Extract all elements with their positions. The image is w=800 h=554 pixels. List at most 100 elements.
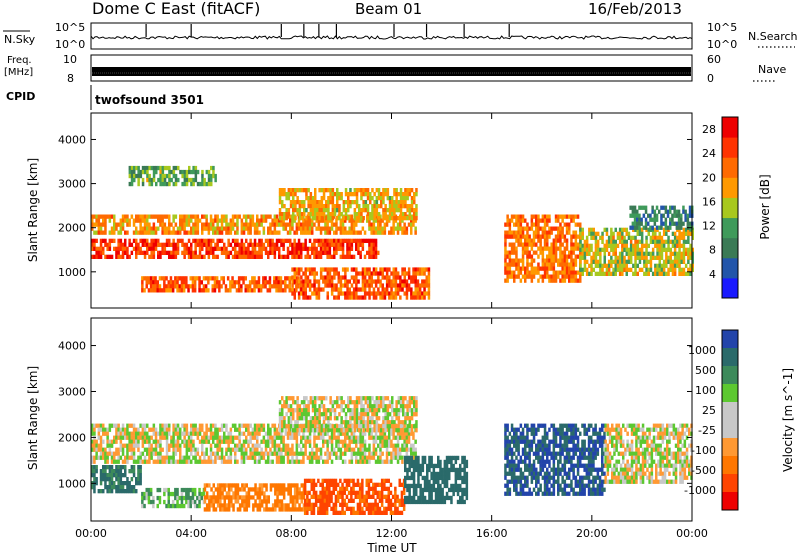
echo-cell (185, 177, 189, 183)
echo-cell (599, 255, 602, 260)
echo-cell (163, 230, 167, 235)
echo-cell (541, 254, 545, 259)
echo-cell (95, 455, 98, 460)
echo-cell (223, 218, 226, 223)
echo-cell (317, 291, 321, 296)
echo-cell (340, 400, 343, 405)
echo-cell (377, 192, 381, 197)
echo-cell (341, 451, 345, 456)
echo-cell (662, 259, 666, 264)
n-search-label: N.Search (748, 30, 798, 43)
echo-cell (350, 218, 354, 223)
echo-cell (174, 280, 177, 285)
echo-cell (368, 238, 371, 243)
echo-cell (532, 250, 536, 255)
echo-cell (317, 222, 321, 227)
echo-cell (305, 192, 308, 197)
echo-cell (390, 455, 393, 460)
echo-cell (214, 443, 217, 448)
echo-cell (361, 287, 365, 292)
echo-cell (137, 477, 140, 482)
echo-cell (242, 242, 246, 247)
echo-cell (126, 481, 129, 486)
echo-cell (506, 262, 509, 267)
echo-cell (287, 208, 291, 213)
echo-cell (406, 192, 409, 197)
echo-cell (192, 238, 195, 243)
echo-cell (163, 242, 167, 247)
echo-cell (110, 451, 114, 456)
echo-cell (161, 214, 164, 219)
echo-cell (373, 412, 376, 417)
echo-cell (339, 447, 343, 452)
echo-cell (331, 188, 335, 193)
echo-cell (256, 443, 259, 448)
echo-cell (372, 226, 376, 231)
echo-cell (178, 503, 181, 509)
echo-cell (396, 271, 400, 276)
echo-cell (368, 279, 371, 284)
echo-cell (183, 173, 187, 179)
echo-cell (286, 250, 290, 255)
echo-cell (298, 424, 302, 429)
echo-cell (245, 503, 248, 508)
echo-cell (346, 295, 349, 300)
echo-cell (148, 451, 151, 456)
echo-cell (135, 230, 138, 235)
echo-cell (174, 443, 178, 448)
echo-cell (161, 222, 164, 227)
echo-cell (394, 275, 398, 280)
echo-cell (163, 423, 167, 428)
echo-cell (231, 435, 235, 440)
echo-cell (402, 404, 405, 409)
echo-cell (524, 274, 527, 279)
colorbar-swatch (722, 197, 738, 219)
echo-cell (145, 276, 148, 281)
echo-cell (333, 250, 336, 255)
echo-cell (328, 275, 332, 280)
echo-cell (275, 284, 278, 289)
echo-cell (298, 216, 302, 221)
nave-tick-high: 60 (707, 53, 721, 66)
echo-cell (561, 218, 564, 223)
echo-cell (179, 169, 182, 175)
echo-cell (336, 416, 339, 421)
echo-cell (152, 222, 156, 227)
echo-cell (335, 238, 338, 243)
echo-cell (546, 242, 549, 247)
echo-cell (271, 435, 274, 440)
echo-cell (614, 247, 617, 252)
echo-cell (174, 165, 178, 171)
echo-cell (283, 416, 286, 421)
echo-cell (168, 222, 171, 227)
echo-cell (618, 235, 622, 240)
echo-cell (338, 428, 341, 433)
echo-cell (193, 276, 197, 281)
echo-cell (154, 280, 157, 285)
echo-cell (219, 499, 222, 504)
echo-cell (519, 230, 523, 235)
echo-cell (104, 226, 107, 231)
echo-cell (588, 271, 591, 276)
echo-cell (515, 266, 518, 271)
echo-cell (322, 246, 325, 251)
echo-cell (653, 213, 657, 218)
echo-cell (513, 250, 516, 255)
echo-cell (185, 214, 189, 219)
echo-cell (396, 222, 400, 227)
echo-cell (366, 420, 370, 425)
echo-cell (322, 431, 325, 436)
echo-cell (260, 238, 263, 243)
echo-cell (268, 280, 272, 285)
echo-cell (333, 283, 336, 288)
echo-cell (406, 216, 409, 221)
echo-cell (161, 242, 164, 247)
echo-cell (303, 200, 306, 205)
echo-cell (275, 288, 278, 293)
echo-cell (546, 262, 549, 267)
echo-cell (336, 400, 339, 405)
echo-cell (678, 267, 681, 272)
echo-cell (333, 267, 336, 272)
echo-cell (163, 288, 166, 293)
echo-cell (137, 465, 140, 470)
